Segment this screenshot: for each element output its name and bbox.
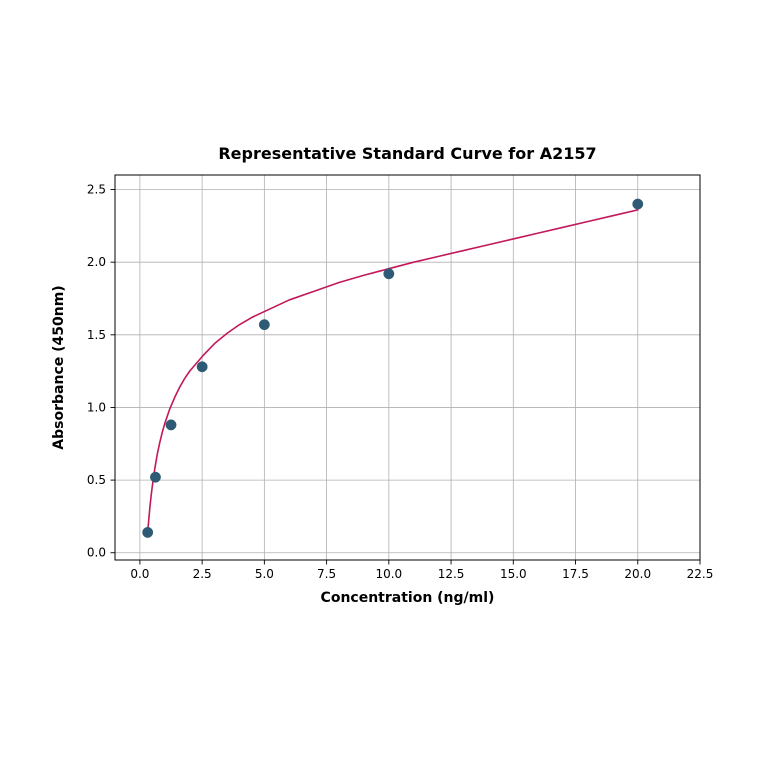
data-point <box>142 527 152 537</box>
plot-area: 0.0 2.5 5.0 7.5 10.0 12.5 15.0 17.5 20.0 22.5 0.0… <box>87 175 713 581</box>
chart-title: Representative Standard Curve for A2157 <box>218 144 596 163</box>
data-point <box>197 362 207 372</box>
x-tick-label: 2.5 <box>193 567 212 581</box>
x-tick-label: 7.5 <box>317 567 336 581</box>
x-tick-label: 10.0 <box>375 567 402 581</box>
data-point <box>166 420 176 430</box>
x-tick-label: 17.5 <box>562 567 589 581</box>
x-tick-label: 20.0 <box>624 567 651 581</box>
chart-container: 0.0 2.5 5.0 7.5 10.0 12.5 15.0 17.5 20.0 22.5 0.0… <box>0 0 764 764</box>
x-tick-label: 0.0 <box>130 567 149 581</box>
data-point <box>150 472 160 482</box>
x-tick-label: 5.0 <box>255 567 274 581</box>
y-axis-label: Absorbance (450nm) <box>51 285 67 449</box>
x-tick-label: 15.0 <box>500 567 527 581</box>
chart-svg: 0.0 2.5 5.0 7.5 10.0 12.5 15.0 17.5 20.0 22.5 0.0… <box>0 0 764 764</box>
data-point <box>384 269 394 279</box>
data-point <box>259 319 269 329</box>
x-tick-label: 22.5 <box>687 567 714 581</box>
y-tick-label: 2.5 <box>87 183 106 197</box>
y-tick-label: 0.0 <box>87 546 106 560</box>
y-tick-label: 0.5 <box>87 473 106 487</box>
y-tick-label: 2.0 <box>87 255 106 269</box>
y-tick-label: 1.0 <box>87 400 106 414</box>
y-tick-label: 1.5 <box>87 328 106 342</box>
x-tick-label: 12.5 <box>438 567 465 581</box>
data-point <box>633 199 643 209</box>
x-axis-label: Concentration (ng/ml) <box>321 590 495 606</box>
